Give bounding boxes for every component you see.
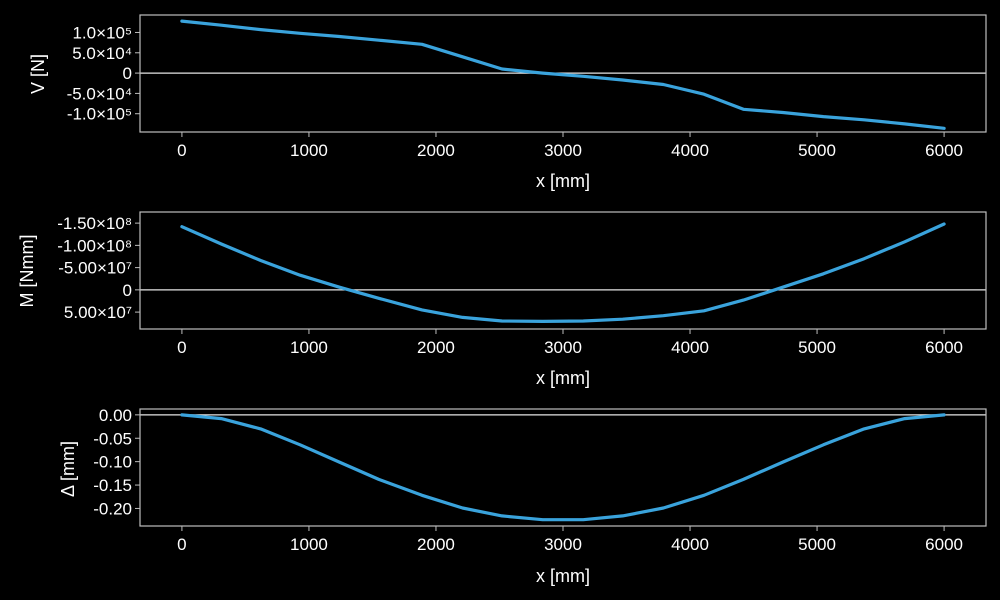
deflection-y-tick-label: -0.10 xyxy=(93,453,132,472)
shear-x-tick-label: 6000 xyxy=(925,141,963,160)
shear-y-tick-label: 0 xyxy=(123,64,132,83)
deflection-x-tick-label: 4000 xyxy=(671,535,709,554)
deflection-x-axis-label: x [mm] xyxy=(536,566,590,586)
deflection-y-tick-label: 0.00 xyxy=(99,406,132,425)
moment-y-tick-label: -1.50×10⁸ xyxy=(57,214,132,233)
moment-y-tick-label: 5.00×10⁷ xyxy=(64,303,132,322)
deflection-y-tick-label: -0.20 xyxy=(93,499,132,518)
deflection-x-tick-label: 0 xyxy=(177,535,186,554)
shear-x-tick-label: 5000 xyxy=(798,141,836,160)
moment-x-tick-label: 0 xyxy=(177,338,186,357)
deflection-series-line xyxy=(180,413,946,522)
moment-y-tick-label: 0 xyxy=(123,281,132,300)
shear-x-tick-label: 1000 xyxy=(290,141,328,160)
shear-x-tick-label: 2000 xyxy=(417,141,455,160)
moment-x-tick-label: 6000 xyxy=(925,338,963,357)
shear-x-tick-label: 0 xyxy=(177,141,186,160)
deflection-x-tick-label: 1000 xyxy=(290,535,328,554)
shear-y-tick-label: 5.0×10⁴ xyxy=(72,44,132,63)
shear-y-axis-label: V [N] xyxy=(28,54,48,94)
deflection-x-tick-label: 5000 xyxy=(798,535,836,554)
shear-series-line xyxy=(180,19,946,130)
shear-chart: 0 1000 2000 3000 4000 5000 60001.0×10⁵5.0×10⁴0… xyxy=(28,14,987,191)
moment-x-axis-label: x [mm] xyxy=(536,368,590,388)
moment-y-tick-label: -5.00×10⁷ xyxy=(58,259,132,278)
shear-y-tick-label: -1.0×10⁵ xyxy=(67,105,132,124)
moment-x-tick-label: 2000 xyxy=(417,338,455,357)
deflection-plot-area: 0 1000 2000 3000 4000 5000 6000 0.00 -0.05 -0.10 -… xyxy=(93,406,987,554)
shear-x-axis-label: x [mm] xyxy=(536,171,590,191)
shear-plot-area: 0 1000 2000 3000 4000 5000 60001.0×10⁵5.0×10⁴0… xyxy=(67,14,987,160)
moment-chart: 0 1000 2000 3000 4000 5000 6000 -1.50×10⁸ -1.00×… xyxy=(17,211,987,388)
shear-x-tick-label: 3000 xyxy=(544,141,582,160)
moment-series-line xyxy=(180,222,946,323)
deflection-x-tick-label: 6000 xyxy=(925,535,963,554)
deflection-y-tick-label: -0.05 xyxy=(93,429,132,448)
deflection-x-tick-label: 3000 xyxy=(544,535,582,554)
shear-y-tick-label: 1.0×10⁵ xyxy=(72,23,132,42)
moment-x-tick-label: 4000 xyxy=(671,338,709,357)
moment-x-tick-label: 5000 xyxy=(798,338,836,357)
moment-x-tick-label: 1000 xyxy=(290,338,328,357)
deflection-y-axis-label: Δ [mm] xyxy=(58,441,78,497)
moment-plot-area: 0 1000 2000 3000 4000 5000 6000 -1.50×10⁸ -1.00×… xyxy=(57,211,987,357)
deflection-y-tick-label: -0.15 xyxy=(93,476,132,495)
shear-x-tick-label: 4000 xyxy=(671,141,709,160)
deflection-chart: 0 1000 2000 3000 4000 5000 6000 0.00 -0.05 -0.10 -… xyxy=(58,406,987,586)
shear-y-tick-label: -5.0×10⁴ xyxy=(67,84,132,103)
deflection-x-tick-label: 2000 xyxy=(417,535,455,554)
moment-x-tick-label: 3000 xyxy=(544,338,582,357)
moment-y-axis-label: M [Nmm] xyxy=(17,235,37,308)
moment-y-tick-label: -1.00×10⁸ xyxy=(57,236,132,255)
